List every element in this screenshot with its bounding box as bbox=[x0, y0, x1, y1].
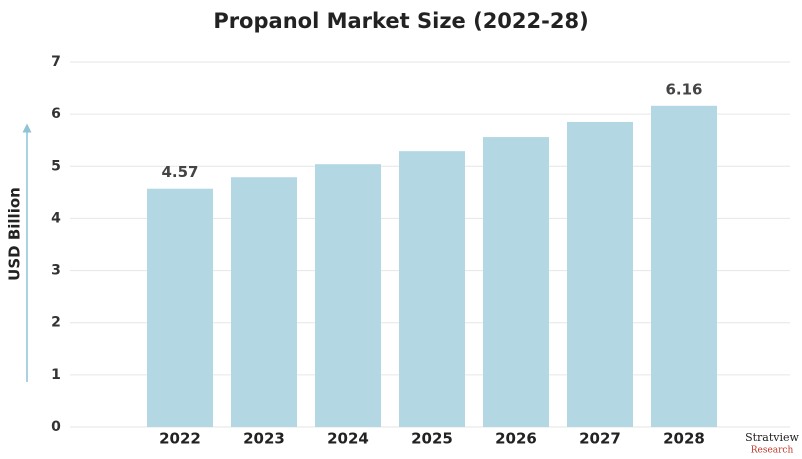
watermark-sub: Research bbox=[751, 446, 794, 456]
y-tick-label: 0 bbox=[51, 419, 61, 435]
y-tick-label: 2 bbox=[51, 315, 61, 331]
x-tick-label: 2023 bbox=[243, 430, 285, 448]
bar bbox=[315, 164, 381, 427]
bar bbox=[147, 188, 213, 427]
y-tick-label: 5 bbox=[51, 158, 61, 174]
x-tick-label: 2022 bbox=[159, 430, 201, 448]
x-tick-label: 2024 bbox=[327, 430, 369, 448]
bar bbox=[483, 137, 549, 428]
data-label: 4.57 bbox=[161, 163, 198, 181]
bar bbox=[567, 121, 633, 427]
x-tick-label: 2025 bbox=[411, 430, 453, 448]
x-tick-label: 2028 bbox=[663, 430, 705, 448]
bar bbox=[399, 151, 465, 427]
y-tick-label: 3 bbox=[51, 263, 61, 279]
y-axis-label: USD Billion bbox=[6, 187, 24, 281]
chart-title: Propanol Market Size (2022-28) bbox=[213, 9, 588, 33]
x-tick-label: 2027 bbox=[579, 430, 621, 448]
data-label: 6.16 bbox=[665, 80, 702, 98]
x-tick-label: 2026 bbox=[495, 430, 537, 448]
y-tick-label: 7 bbox=[51, 54, 61, 70]
y-tick-label: 1 bbox=[51, 367, 61, 383]
y-tick-label: 6 bbox=[51, 106, 61, 122]
y-tick-label: 4 bbox=[51, 210, 61, 226]
bar bbox=[231, 177, 297, 427]
watermark-name: Stratview bbox=[745, 431, 799, 444]
bar bbox=[651, 105, 717, 428]
